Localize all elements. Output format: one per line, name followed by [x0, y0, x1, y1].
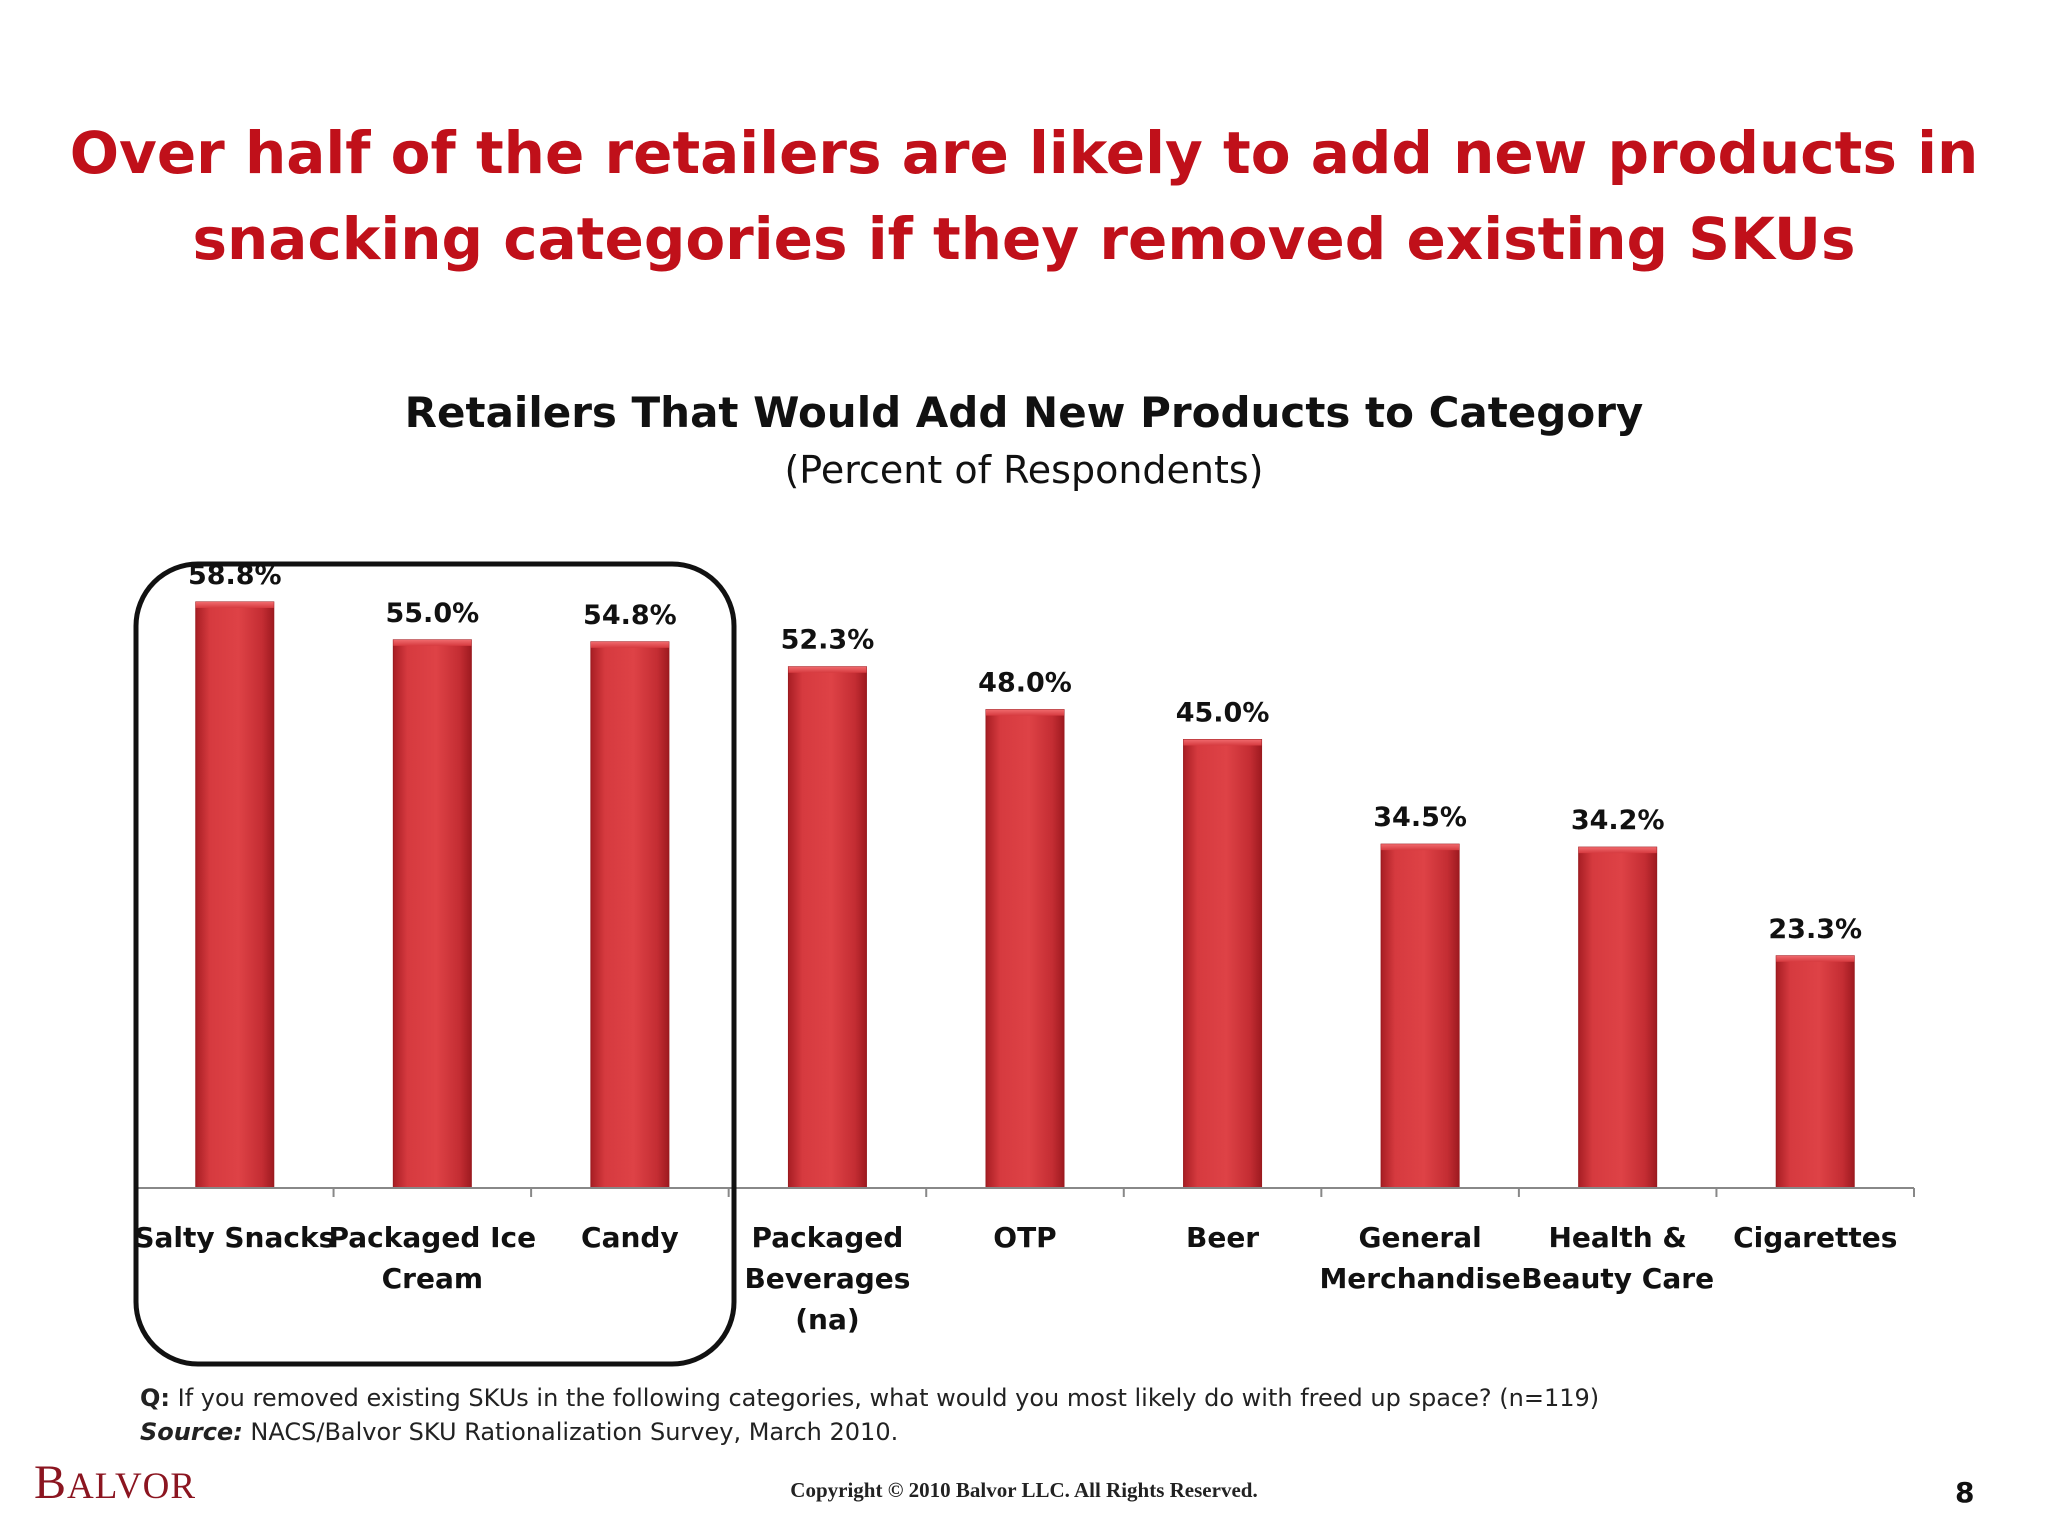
- category-label: Salty Snacks: [134, 1221, 335, 1254]
- balvor-logo: BALVOR: [34, 1455, 196, 1510]
- bar: [1183, 739, 1263, 1189]
- bar: [787, 666, 867, 1189]
- bar-body: [195, 601, 275, 1189]
- question-note: Q: If you removed existing SKUs in the f…: [140, 1382, 1599, 1414]
- bar-cap: [1578, 847, 1657, 854]
- question-label: Q:: [140, 1384, 170, 1412]
- bar: [195, 601, 275, 1189]
- bar-cap: [1381, 844, 1460, 851]
- bar: [985, 709, 1065, 1189]
- data-label: 48.0%: [978, 668, 1072, 699]
- chart-title: Retailers That Would Add New Products to…: [404, 388, 1644, 437]
- copyright-notice: Copyright © 2010 Balvor LLC. All Rights …: [790, 1478, 1258, 1502]
- bar: [392, 639, 472, 1189]
- bar-cap: [195, 601, 274, 608]
- category-label: OTP: [993, 1221, 1056, 1254]
- data-label: 55.0%: [385, 598, 479, 629]
- category-label: Beer: [1186, 1221, 1259, 1254]
- bar-body: [392, 639, 472, 1189]
- slide-title: Over half of the retailers are likely to…: [0, 110, 2048, 282]
- data-label: 54.8%: [583, 600, 677, 631]
- category-label: Candy: [581, 1221, 679, 1254]
- category-label: Cigarettes: [1733, 1221, 1897, 1254]
- category-label: Packaged Beverages (na): [744, 1221, 910, 1336]
- logo-initial: B: [34, 1456, 68, 1509]
- slide-title-line-1: Over half of the retailers are likely to…: [69, 119, 1979, 187]
- data-label: 23.3%: [1768, 914, 1862, 945]
- bar-cap: [986, 709, 1064, 716]
- bar: [1775, 955, 1855, 1189]
- data-label: 52.3%: [781, 625, 875, 656]
- bar-body: [787, 666, 867, 1189]
- bar: [590, 641, 670, 1189]
- bar-body: [1775, 955, 1855, 1189]
- bar: [1578, 846, 1658, 1189]
- source-text: NACS/Balvor SKU Rationalization Survey, …: [242, 1418, 899, 1446]
- category-label: Packaged Ice Cream: [329, 1221, 537, 1295]
- bar-cap: [1776, 955, 1855, 962]
- bar-body: [1380, 843, 1460, 1189]
- category-label: Health & Beauty Care: [1521, 1221, 1714, 1295]
- logo-rest: ALVOR: [67, 1466, 197, 1507]
- bar-body: [590, 641, 670, 1189]
- bar-cap: [788, 666, 867, 673]
- source-label: Source:: [140, 1418, 243, 1446]
- bar-cap: [1183, 739, 1262, 746]
- x-axis: [135, 1187, 1915, 1197]
- data-label: 34.2%: [1571, 805, 1665, 836]
- data-labels: 58.8%55.0% 54.8%52.3%48.0%45.0%34.5% 34.2%…: [188, 560, 1862, 945]
- category-label: General Merchandise: [1319, 1221, 1520, 1295]
- highlight-box: [133, 561, 737, 1367]
- bar-body: [1183, 739, 1263, 1189]
- data-label: 34.5%: [1373, 802, 1467, 833]
- slide-title-line-2: snacking categories if they removed exis…: [192, 205, 1856, 273]
- bars-layer: [195, 601, 1855, 1189]
- bar-body: [985, 709, 1065, 1189]
- bar-body: [1578, 846, 1658, 1189]
- data-label: 45.0%: [1176, 698, 1270, 729]
- page-number: 8: [1955, 1476, 1975, 1509]
- source-note: Source: NACS/Balvor SKU Rationalization …: [140, 1416, 898, 1448]
- question-text: If you removed existing SKUs in the foll…: [170, 1384, 1600, 1412]
- bar-cap: [590, 641, 669, 648]
- bar: [1380, 843, 1460, 1189]
- chart-subtitle: (Percent of Respondents): [784, 448, 1264, 492]
- bar-cap: [393, 639, 472, 646]
